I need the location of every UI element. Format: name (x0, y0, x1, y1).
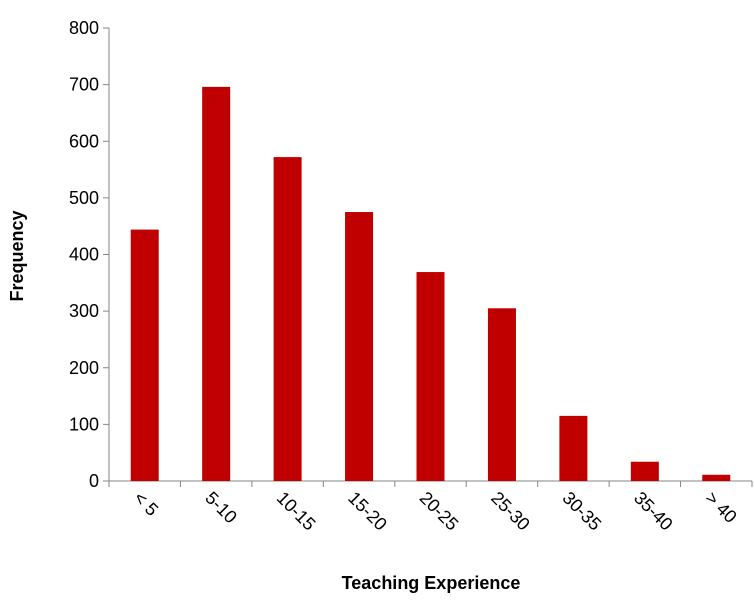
y-tick-label: 400 (69, 245, 99, 265)
bars (130, 86, 731, 482)
y-axis: 0 100 200 300 400 500 600 700 800 (69, 18, 110, 491)
bar (202, 86, 231, 481)
x-tick-label: > 40 (701, 488, 740, 527)
bar (130, 229, 159, 481)
x-tick-label: 5-10 (201, 488, 241, 528)
y-tick-label: 300 (69, 301, 99, 321)
x-axis-title: Teaching Experience (342, 573, 521, 593)
y-tick-label: 500 (69, 188, 99, 208)
y-tick-label: 600 (69, 131, 99, 151)
bar (702, 474, 731, 481)
bar (559, 415, 588, 481)
bar (273, 157, 302, 482)
bar (416, 272, 445, 481)
bar (630, 461, 659, 481)
x-tick-label: 10-15 (273, 488, 320, 535)
y-tick-label: 0 (89, 471, 99, 491)
x-tick-label: 20-25 (416, 488, 463, 535)
x-tick-label: < 5 (130, 488, 162, 520)
x-axis: < 5 5-10 10-15 15-20 20-25 25-30 30-35 35-40 > 4… (108, 480, 753, 535)
y-tick-label: 200 (69, 358, 99, 378)
bar (345, 212, 374, 481)
y-tick-label: 100 (69, 414, 99, 434)
y-axis-title: Frequency (7, 210, 27, 301)
y-tick-label: 800 (69, 18, 99, 38)
bar (487, 308, 516, 481)
x-tick-label: 25-30 (487, 488, 534, 535)
y-tick-label: 700 (69, 75, 99, 95)
x-tick-label: 15-20 (344, 488, 391, 535)
x-tick-label: 30-35 (559, 488, 606, 535)
x-tick-label: 35-40 (630, 488, 677, 535)
